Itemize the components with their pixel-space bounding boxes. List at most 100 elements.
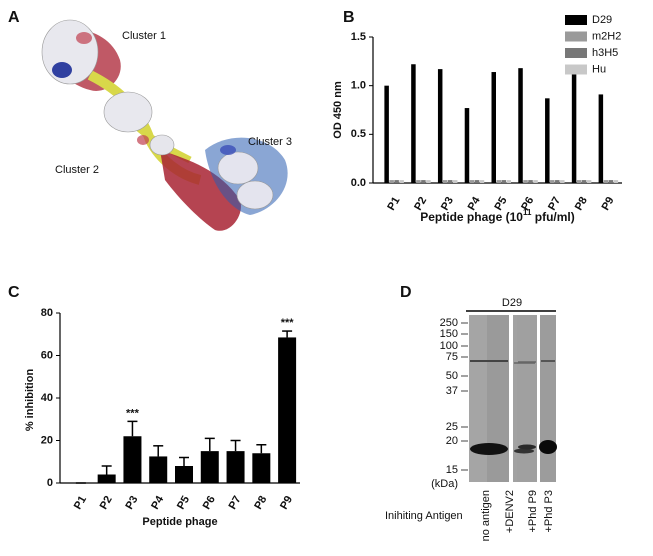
bar — [608, 180, 614, 183]
x-tick-label: P9 — [278, 494, 295, 512]
x-tick-label: P2 — [98, 494, 115, 512]
y-tick-label: 60 — [41, 349, 53, 361]
x-tick-label: P3 — [439, 195, 456, 213]
legend-label: Hu — [592, 63, 606, 75]
x-tick-label: P6 — [519, 195, 536, 213]
panel-label: C — [8, 284, 20, 301]
legend-swatch — [565, 48, 587, 58]
lane-label: +DENV2 — [504, 490, 516, 533]
bar — [426, 180, 431, 183]
y-tick-label: 1.0 — [351, 80, 366, 92]
blot — [466, 310, 557, 482]
bar — [469, 180, 475, 183]
antibody-label: D29 — [502, 297, 522, 309]
lane-label: +Phd P3 — [543, 490, 555, 533]
x-tick-label: P8 — [573, 195, 590, 213]
bar — [384, 85, 389, 183]
bar — [464, 108, 470, 183]
marker-label: 100 — [440, 340, 458, 352]
structure-illustration — [41, 19, 288, 231]
bar — [226, 451, 245, 483]
legend-label: h3H5 — [592, 47, 618, 59]
x-tick-label: P3 — [123, 494, 140, 512]
bar — [416, 180, 421, 183]
y-tick-label: 0.0 — [351, 177, 366, 189]
bar — [474, 180, 480, 183]
legend-swatch — [565, 31, 587, 42]
bar — [97, 474, 116, 483]
lane-label: +Phd P9 — [527, 490, 539, 533]
x-tick-label: P1 — [72, 494, 89, 512]
y-tick-label: 80 — [41, 307, 53, 319]
bar — [501, 180, 506, 183]
bar — [447, 180, 453, 183]
y-tick-label: 40 — [41, 392, 53, 404]
bar — [123, 436, 142, 483]
marker-label: 37 — [446, 385, 458, 397]
y-tick-label: 0.5 — [351, 128, 366, 140]
bar — [394, 180, 399, 183]
cluster-label: Cluster 2 — [55, 164, 99, 176]
bar — [479, 180, 485, 183]
x-tick-label: P9 — [600, 195, 617, 213]
bar — [576, 180, 582, 183]
bar — [555, 180, 560, 183]
marker-label: 75 — [446, 351, 458, 363]
unit-label: (kDa) — [431, 478, 458, 490]
bar — [545, 98, 550, 183]
legend-swatch — [565, 64, 587, 75]
marker-label: 25 — [446, 421, 458, 433]
y-axis-label: % inhibition — [24, 369, 36, 432]
x-tick-label: P1 — [385, 195, 402, 213]
x-tick-label: P7 — [546, 195, 563, 213]
bar — [518, 68, 523, 183]
x-tick-label: P5 — [492, 195, 509, 213]
x-tick-label: P6 — [201, 494, 218, 512]
bar — [571, 71, 577, 183]
y-axis-label: OD 450 nm — [332, 81, 344, 139]
bar — [560, 180, 565, 183]
cluster-label: Cluster 1 — [122, 30, 166, 42]
bar — [506, 180, 511, 183]
cluster-label: Cluster 3 — [248, 136, 292, 148]
legend-label: m2H2 — [592, 30, 621, 42]
y-tick-label: 1.5 — [351, 31, 366, 43]
bar — [550, 180, 555, 183]
panel-label: B — [343, 9, 355, 26]
x-axis-label: Peptide phage — [142, 516, 217, 528]
bar — [496, 180, 501, 183]
bar — [421, 180, 426, 183]
marker-label: 15 — [446, 464, 458, 476]
bar — [437, 69, 443, 183]
bar — [523, 180, 528, 183]
y-tick-label: 0 — [47, 477, 53, 489]
x-tick-label: P5 — [175, 494, 192, 512]
bar — [399, 180, 404, 183]
panel-label: A — [8, 9, 20, 26]
bar — [175, 466, 193, 483]
bar — [149, 456, 168, 483]
x-axis-label: Peptide phage (1011 pfu/ml) — [420, 208, 575, 224]
bar — [581, 180, 587, 183]
marker-label: 20 — [446, 435, 458, 447]
significance: *** — [126, 407, 140, 419]
bar — [586, 180, 592, 183]
lanes-title: Inihiting Antigen — [385, 510, 463, 522]
bar — [252, 453, 271, 483]
bar — [533, 180, 538, 183]
x-axis-label-part: pfu/ml) — [531, 210, 574, 224]
marker-label: 250 — [440, 317, 458, 329]
bar — [411, 64, 416, 183]
bar — [613, 180, 619, 183]
x-tick-label: P2 — [412, 195, 429, 213]
significance: *** — [281, 317, 295, 329]
bar — [598, 94, 604, 183]
panel-label: D — [400, 284, 412, 301]
bar — [528, 180, 533, 183]
marker-label: 150 — [440, 328, 458, 340]
bar — [442, 180, 448, 183]
legend-swatch — [565, 15, 587, 25]
bar — [389, 180, 394, 183]
x-axis-label-part: Peptide phage (10 — [420, 210, 523, 224]
bar — [278, 337, 297, 483]
